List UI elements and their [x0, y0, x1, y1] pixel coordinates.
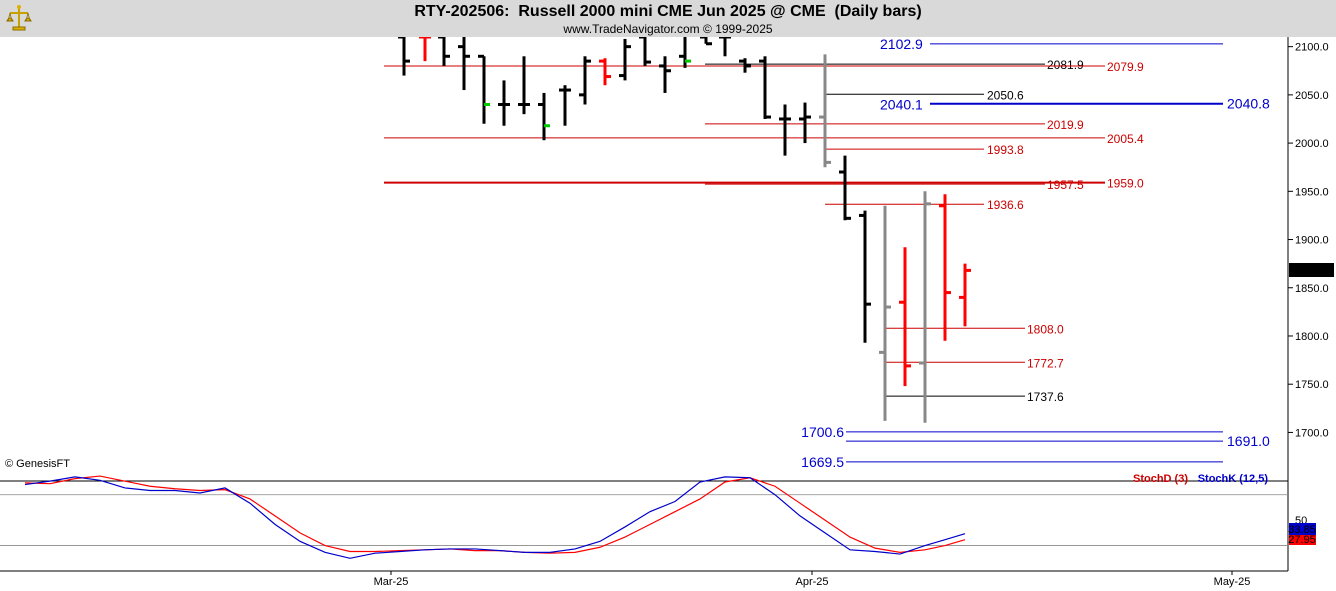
y-axis-area [1289, 37, 1336, 591]
ohlc-bar [498, 80, 510, 126]
y-tick-label: 1700.0 [1295, 427, 1329, 439]
watermark: © GenesisFT [5, 458, 70, 470]
legend-stochk: StochK (12,5) [1198, 473, 1269, 485]
level-label: 2005.4 [1107, 132, 1144, 146]
ohlc-bar [518, 56, 530, 115]
ohlc-bar [759, 56, 771, 119]
chart-area: 2102.9 2081.9 2079.9 2050.6 2040.8 2040.1 2019… [0, 37, 1336, 591]
ohlc-bar [438, 37, 450, 66]
stoch-series-line [24, 476, 966, 559]
ohlc-bar [559, 85, 571, 126]
stoch-last-badge [1289, 533, 1316, 545]
ohlc-bar [659, 56, 671, 93]
level-label: 1936.6 [987, 198, 1024, 212]
ohlc-bar [419, 37, 431, 62]
y-tick-label: 2000.0 [1295, 138, 1329, 150]
chart-title: RTY-202506: Russell 2000 mini CME Jun 20… [414, 3, 922, 20]
stoch-last-label: 33.85 [1288, 524, 1316, 536]
level-label: 1808.0 [1027, 322, 1064, 336]
stoch-last-badge [1289, 523, 1316, 535]
level-label: 2040.1 [880, 96, 923, 112]
y-tick-label: 2100.0 [1295, 42, 1329, 54]
ohlc-bar [458, 37, 470, 91]
level-label: 2102.9 [880, 37, 923, 52]
level-label: 2081.9 [1047, 58, 1084, 72]
ohlc-bar [879, 205, 891, 421]
price-levels: 2102.9 2081.9 2079.9 2050.6 2040.8 2040.1 2019… [384, 37, 1270, 470]
ohlc-bar [700, 37, 712, 46]
ohlc-bar [799, 102, 811, 144]
ohlc-bar [538, 92, 550, 141]
ohlc-bar [579, 56, 591, 105]
x-tick-label: May-25 [1214, 576, 1251, 588]
ohlc-bar [639, 37, 651, 66]
ohlc-bar [679, 37, 691, 68]
level-label: 2079.9 [1107, 60, 1144, 74]
ohlc-bar [919, 191, 931, 423]
y-tick-label: 1850.0 [1295, 283, 1329, 295]
price-panel [0, 37, 1288, 471]
level-label: 1957.5 [1047, 178, 1084, 192]
price-bars [398, 37, 971, 423]
stoch-series-line [24, 475, 966, 554]
y-tick-label: 1950.0 [1295, 186, 1329, 198]
level-label: 2040.8 [1227, 96, 1270, 112]
x-axis: Mar-25 Apr-25 May-25 [374, 571, 1251, 588]
y-tick-label: 1750.0 [1295, 379, 1329, 391]
level-label: 1691.0 [1227, 433, 1270, 449]
y-tick-label: 1900.0 [1295, 235, 1329, 247]
chart-header: RTY-202506: Russell 2000 mini CME Jun 20… [0, 0, 1336, 37]
x-tick-label: Apr-25 [795, 576, 828, 588]
ohlc-bar [959, 263, 971, 327]
ohlc-bar [839, 155, 851, 221]
y-tick-label: 2050.0 [1295, 90, 1329, 102]
level-label: 1737.6 [1027, 390, 1064, 404]
last-price-label: 1868.4 [1294, 265, 1328, 277]
level-label: 2050.6 [987, 88, 1024, 102]
ohlc-bar [478, 54, 490, 124]
legend-stochd: StochD (3) [1133, 473, 1188, 485]
ohlc-bar [619, 38, 631, 81]
price-y-ticks: 1700.0 1750.0 1800.0 1850.0 1900.0 1950.0 2000… [1288, 42, 1329, 439]
stoch-last-label: 27.95 [1288, 534, 1316, 546]
ohlc-bar [819, 54, 831, 168]
x-tick-label: Mar-25 [374, 576, 409, 588]
level-label: 1993.8 [987, 143, 1024, 157]
ohlc-bar [719, 37, 731, 57]
ohlc-bar [859, 210, 871, 343]
level-label: 1669.5 [801, 454, 844, 470]
ohlc-bar [779, 104, 791, 156]
ohlc-bar [939, 194, 951, 341]
ohlc-bar [899, 247, 911, 387]
level-label: 1772.7 [1027, 356, 1064, 370]
level-label: 1959.0 [1107, 177, 1144, 191]
ohlc-bar [398, 37, 410, 76]
chart-subtitle: www.TradeNavigator.com © 1999-2025 [563, 22, 773, 36]
genesis-logo-icon [6, 5, 32, 31]
y-tick-label: 1800.0 [1295, 331, 1329, 343]
level-label: 1700.6 [801, 424, 844, 440]
ohlc-bar [599, 58, 611, 86]
ohlc-bar [739, 58, 751, 73]
level-label: 2019.9 [1047, 118, 1084, 132]
last-price-badge [1289, 263, 1334, 277]
